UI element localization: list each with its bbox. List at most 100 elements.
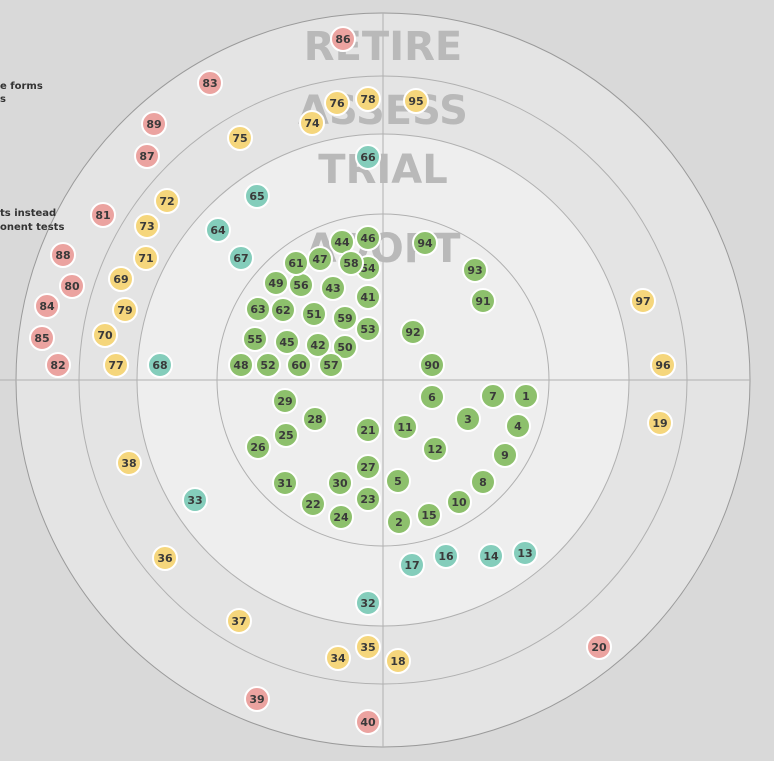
blip-marker[interactable]: [355, 144, 381, 170]
blip-marker[interactable]: [318, 352, 344, 378]
blip-marker[interactable]: [355, 86, 381, 112]
blip-6[interactable]: 6: [419, 384, 445, 410]
blip-17[interactable]: 17: [399, 552, 425, 578]
blip-93[interactable]: 93: [462, 257, 488, 283]
blip-marker[interactable]: [228, 352, 254, 378]
blip-97[interactable]: 97: [630, 288, 656, 314]
blip-marker[interactable]: [286, 352, 312, 378]
blip-19[interactable]: 19: [647, 410, 673, 436]
blip-13[interactable]: 13: [512, 540, 538, 566]
blip-62[interactable]: 62: [270, 297, 296, 323]
blip-3[interactable]: 3: [455, 406, 481, 432]
blip-72[interactable]: 72: [154, 188, 180, 214]
blip-81[interactable]: 81: [90, 202, 116, 228]
blip-50[interactable]: 50: [332, 334, 358, 360]
blip-75[interactable]: 75: [227, 125, 253, 151]
blip-marker[interactable]: [133, 245, 159, 271]
blip-marker[interactable]: [283, 250, 309, 276]
blip-36[interactable]: 36: [152, 545, 178, 571]
blip-37[interactable]: 37: [226, 608, 252, 634]
blip-47[interactable]: 47: [307, 246, 333, 272]
blip-marker[interactable]: [320, 275, 346, 301]
blip-82[interactable]: 82: [45, 352, 71, 378]
blip-35[interactable]: 35: [355, 634, 381, 660]
blip-marker[interactable]: [478, 543, 504, 569]
blip-marker[interactable]: [300, 491, 326, 517]
blip-48[interactable]: 48: [228, 352, 254, 378]
blip-15[interactable]: 15: [416, 502, 442, 528]
blip-marker[interactable]: [462, 257, 488, 283]
blip-marker[interactable]: [305, 332, 331, 358]
blip-57[interactable]: 57: [318, 352, 344, 378]
blip-2[interactable]: 2: [386, 509, 412, 535]
blip-marker[interactable]: [242, 326, 268, 352]
blip-marker[interactable]: [301, 301, 327, 327]
blip-marker[interactable]: [480, 383, 506, 409]
blip-83[interactable]: 83: [197, 70, 223, 96]
blip-marker[interactable]: [332, 305, 358, 331]
blip-marker[interactable]: [647, 410, 673, 436]
blip-32[interactable]: 32: [355, 590, 381, 616]
blip-marker[interactable]: [422, 436, 448, 462]
blip-marker[interactable]: [90, 202, 116, 228]
blip-marker[interactable]: [34, 293, 60, 319]
blip-31[interactable]: 31: [272, 470, 298, 496]
blip-marker[interactable]: [505, 413, 531, 439]
blip-marker[interactable]: [412, 230, 438, 256]
blip-65[interactable]: 65: [244, 183, 270, 209]
blip-16[interactable]: 16: [433, 543, 459, 569]
blip-80[interactable]: 80: [59, 273, 85, 299]
blip-marker[interactable]: [272, 388, 298, 414]
blip-marker[interactable]: [355, 417, 381, 443]
blip-46[interactable]: 46: [355, 225, 381, 251]
blip-marker[interactable]: [244, 686, 270, 712]
blip-marker[interactable]: [302, 406, 328, 432]
blip-marker[interactable]: [650, 352, 676, 378]
blip-marker[interactable]: [116, 450, 142, 476]
blip-marker[interactable]: [355, 225, 381, 251]
blip-85[interactable]: 85: [29, 325, 55, 351]
blip-94[interactable]: 94: [412, 230, 438, 256]
blip-marker[interactable]: [245, 296, 271, 322]
blip-marker[interactable]: [197, 70, 223, 96]
blip-23[interactable]: 23: [355, 486, 381, 512]
blip-22[interactable]: 22: [300, 491, 326, 517]
blip-marker[interactable]: [108, 266, 134, 292]
blip-marker[interactable]: [134, 213, 160, 239]
blip-79[interactable]: 79: [112, 297, 138, 323]
blip-marker[interactable]: [355, 634, 381, 660]
blip-marker[interactable]: [433, 543, 459, 569]
blip-marker[interactable]: [332, 334, 358, 360]
blip-marker[interactable]: [245, 434, 271, 460]
blip-56[interactable]: 56: [288, 272, 314, 298]
blip-28[interactable]: 28: [302, 406, 328, 432]
blip-marker[interactable]: [226, 608, 252, 634]
blip-64[interactable]: 64: [205, 217, 231, 243]
blip-marker[interactable]: [455, 406, 481, 432]
blip-25[interactable]: 25: [273, 422, 299, 448]
blip-40[interactable]: 40: [355, 709, 381, 735]
blip-53[interactable]: 53: [355, 316, 381, 342]
blip-marker[interactable]: [273, 422, 299, 448]
blip-86[interactable]: 86: [330, 26, 356, 52]
blip-marker[interactable]: [355, 284, 381, 310]
blip-74[interactable]: 74: [299, 110, 325, 136]
blip-marker[interactable]: [355, 454, 381, 480]
blip-marker[interactable]: [59, 273, 85, 299]
blip-12[interactable]: 12: [422, 436, 448, 462]
blip-20[interactable]: 20: [586, 634, 612, 660]
blip-marker[interactable]: [182, 487, 208, 513]
blip-27[interactable]: 27: [355, 454, 381, 480]
blip-marker[interactable]: [92, 322, 118, 348]
blip-marker[interactable]: [492, 442, 518, 468]
blip-77[interactable]: 77: [103, 352, 129, 378]
blip-26[interactable]: 26: [245, 434, 271, 460]
blip-49[interactable]: 49: [263, 270, 289, 296]
blip-95[interactable]: 95: [403, 88, 429, 114]
blip-marker[interactable]: [272, 470, 298, 496]
blip-marker[interactable]: [385, 468, 411, 494]
blip-marker[interactable]: [228, 245, 254, 271]
blip-21[interactable]: 21: [355, 417, 381, 443]
blip-marker[interactable]: [338, 250, 364, 276]
blip-11[interactable]: 11: [392, 414, 418, 440]
